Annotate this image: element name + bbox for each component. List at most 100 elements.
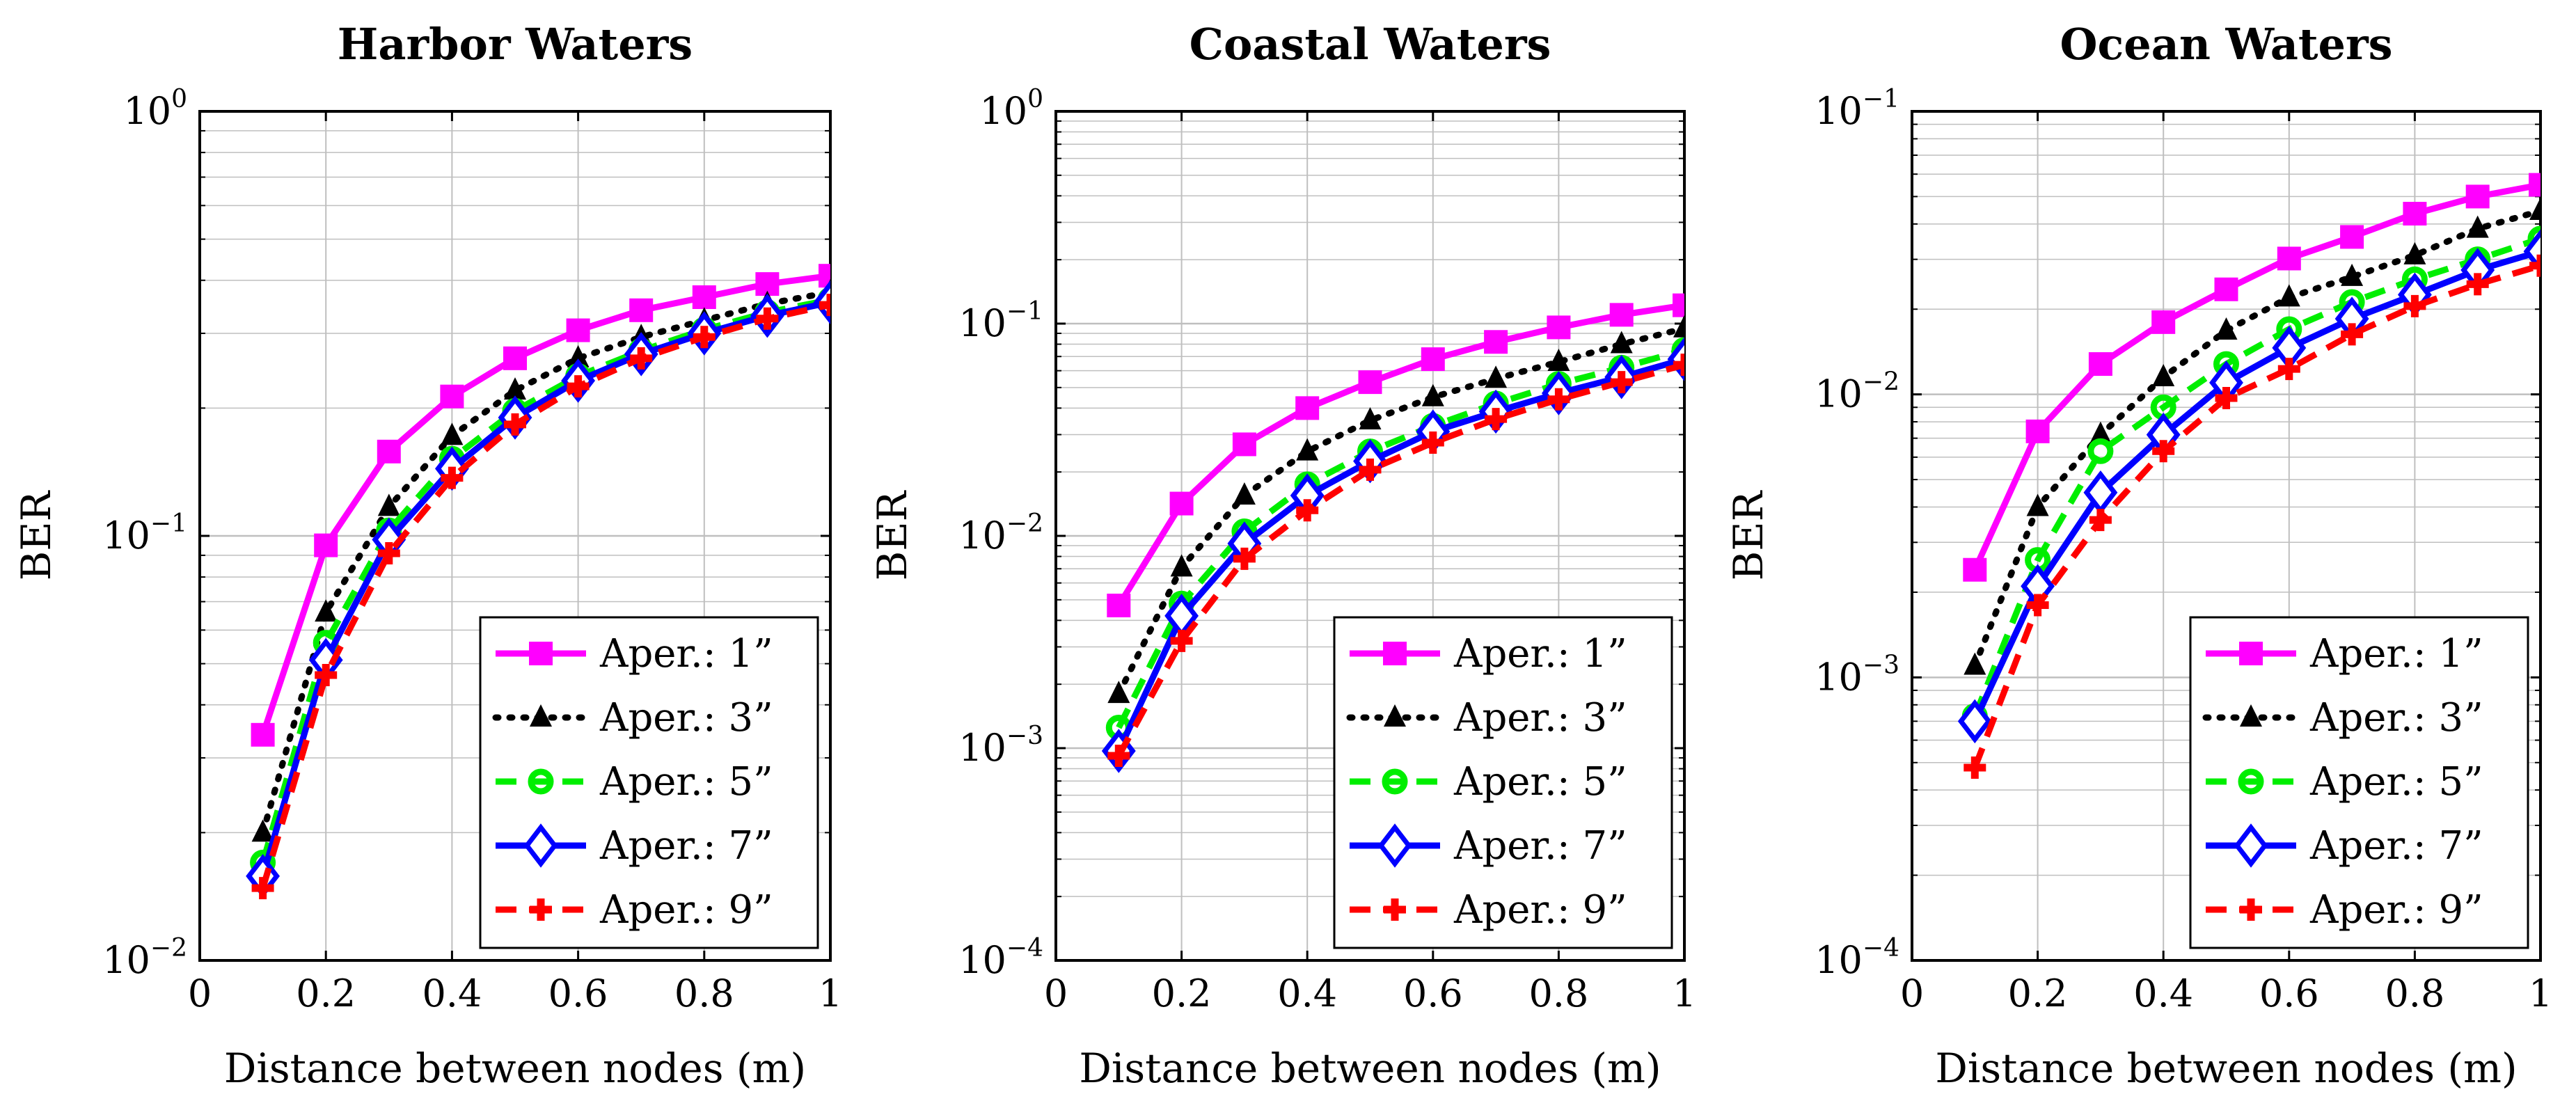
legend-marker <box>2239 642 2263 665</box>
data-point <box>2465 184 2490 209</box>
data-point <box>2089 421 2112 444</box>
data-point <box>2403 202 2427 226</box>
x-tick-label: 0.2 <box>2008 972 2068 1015</box>
data-point <box>1484 330 1508 354</box>
data-point <box>1358 370 1382 395</box>
data-point <box>1107 745 1130 768</box>
y-tick-label: 100 <box>979 85 1043 133</box>
data-point <box>251 722 275 747</box>
data-point <box>2026 594 2049 617</box>
legend-marker <box>2238 768 2264 795</box>
legend-entry: Aper.: 5” <box>496 759 773 805</box>
legend-label: Aper.: 5” <box>1453 759 1627 805</box>
legend-marker <box>523 823 558 868</box>
legend-label: Aper.: 3” <box>599 695 773 740</box>
series-line <box>260 301 830 889</box>
legend-entry: Aper.: 7” <box>496 823 773 869</box>
legend-entry: Aper.: 1” <box>2206 631 2483 676</box>
data-point <box>315 664 338 687</box>
data-point <box>2466 273 2489 296</box>
x-tick-label: 0.6 <box>548 972 608 1015</box>
data-point <box>1233 547 1256 570</box>
data-point <box>2025 419 2050 443</box>
legend-marker <box>2234 823 2268 868</box>
legend-marker <box>529 642 553 665</box>
legend-label: Aper.: 7” <box>2309 823 2483 869</box>
data-point <box>2089 509 2112 532</box>
data-point <box>1295 396 1320 420</box>
x-tick-label: 0.6 <box>2259 972 2319 1015</box>
data-point <box>2466 215 2489 238</box>
data-point <box>566 318 590 342</box>
data-point <box>567 344 590 367</box>
series-line <box>1116 347 1684 729</box>
y-axis-label: BER <box>13 489 60 580</box>
x-tick-label: 1 <box>819 972 842 1015</box>
legend-entry: Aper.: 1” <box>496 631 773 676</box>
plot-area <box>246 264 830 900</box>
x-tick-label: 0.4 <box>1277 972 1337 1015</box>
series-line <box>1971 207 2541 670</box>
legend-label: Aper.: 1” <box>1453 631 1627 676</box>
series-line <box>260 289 830 836</box>
y-axis-label: BER <box>869 489 916 580</box>
plot-area <box>1101 293 1684 773</box>
data-point <box>756 307 779 330</box>
legend-entry: Aper.: 9” <box>1350 887 1627 933</box>
data-point <box>2277 246 2301 271</box>
x-axis-label: Distance between nodes (m) <box>1079 1045 1661 1092</box>
y-tick-label: 10−2 <box>102 934 187 982</box>
data-point <box>1610 331 1633 354</box>
legend-marker <box>1382 768 1408 795</box>
data-point <box>314 533 338 557</box>
data-point <box>629 298 654 322</box>
y-tick-label: 10−3 <box>958 722 1043 770</box>
data-point <box>1957 699 1992 744</box>
data-point <box>1963 756 1986 779</box>
legend-marker <box>528 768 554 795</box>
series-line <box>1116 361 1684 758</box>
series-line <box>1116 302 1684 608</box>
data-point <box>1963 652 1986 675</box>
legend-label: Aper.: 3” <box>1453 695 1627 740</box>
legend: Aper.: 1” Aper.: 3” Aper.: 5” Aper.: 7” Aper… <box>479 616 819 949</box>
series-5 <box>1963 254 2541 779</box>
legend-entry: Aper.: 9” <box>496 887 773 933</box>
legend-label: Aper.: 1” <box>2309 631 2483 676</box>
legend-entry: Aper.: 9” <box>2206 887 2483 933</box>
legend-entry: Aper.: 3” <box>1346 695 1627 740</box>
x-tick-label: 0 <box>1900 972 1924 1015</box>
data-point <box>1359 458 1382 481</box>
series-1 <box>1963 173 2541 582</box>
legend-entry: Aper.: 3” <box>492 695 773 740</box>
data-point <box>2403 241 2426 264</box>
data-point <box>2026 493 2049 516</box>
legend-marker <box>530 898 552 921</box>
x-tick-label: 0.4 <box>422 972 482 1015</box>
plot-frame <box>1911 110 2542 962</box>
data-point <box>251 819 274 842</box>
chart-panel-1: 0 0.2 0.4 0.6 0.8 1 10−2 10−1 100 Harbor Waters Di… <box>13 19 842 1092</box>
data-point <box>440 384 464 409</box>
x-tick-label: 0.2 <box>1152 972 1212 1015</box>
data-point <box>1485 365 1508 388</box>
x-axis-label: Distance between nodes (m) <box>1935 1045 2517 1092</box>
legend-marker <box>2240 704 2262 727</box>
data-point <box>2341 263 2364 286</box>
data-point <box>1485 408 1508 431</box>
data-point <box>819 264 830 288</box>
legend-label: Aper.: 5” <box>599 759 773 805</box>
data-point <box>2087 438 2114 464</box>
x-tick-label: 0.6 <box>1403 972 1463 1015</box>
data-point <box>2152 440 2175 463</box>
series-2 <box>1963 198 2541 675</box>
plot-area <box>1957 173 2541 779</box>
series-line <box>1972 235 2541 718</box>
legend-marker <box>1383 642 1407 665</box>
series-line <box>260 299 830 878</box>
y-tick-label: 10−1 <box>102 509 187 557</box>
data-point <box>2277 358 2300 381</box>
data-point <box>1421 347 1445 372</box>
data-point <box>503 346 527 370</box>
data-point <box>504 413 526 436</box>
